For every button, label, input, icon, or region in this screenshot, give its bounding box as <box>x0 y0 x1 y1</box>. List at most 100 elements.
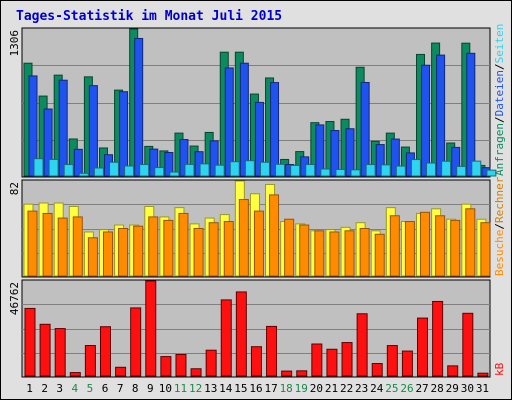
kb-bar <box>432 300 444 377</box>
kb-bar <box>190 368 202 377</box>
kb-bar <box>401 350 413 377</box>
dateien-bar <box>390 138 400 177</box>
kb-bar <box>477 372 489 377</box>
seiten-bar <box>93 167 104 177</box>
day-label: 19 <box>295 382 308 395</box>
besuche-bar <box>238 199 249 277</box>
dateien-bar <box>28 75 38 177</box>
dateien-bar <box>58 79 68 177</box>
besuche-bar <box>435 215 446 277</box>
seiten-bar <box>244 160 255 177</box>
besuche-bar <box>450 219 461 277</box>
kb-bar <box>371 363 383 377</box>
kb-bar <box>235 291 247 377</box>
seiten-bar <box>154 167 165 177</box>
besuche-bar <box>253 210 264 277</box>
day-label: 15 <box>234 382 247 395</box>
day-label: 16 <box>249 382 262 395</box>
dateien-bar <box>179 139 189 177</box>
day-label: 23 <box>355 382 368 395</box>
besuche-bar <box>420 211 431 277</box>
dateien-bar <box>270 82 280 177</box>
kb-bar <box>69 372 81 377</box>
besuche-bar <box>178 212 189 277</box>
dateien-bar <box>254 101 264 177</box>
panel-3-ymax-label: 46762 <box>8 282 21 315</box>
seiten-bar <box>350 169 361 177</box>
besuche-bar <box>72 216 83 277</box>
kb-bar <box>417 317 429 377</box>
seiten-bar <box>33 158 44 177</box>
dateien-bar <box>451 146 461 177</box>
kb-bar <box>99 326 111 377</box>
kb-bar <box>39 323 51 377</box>
kb-bar <box>281 370 293 377</box>
besuche-bar <box>57 217 68 277</box>
seiten-bar <box>78 172 89 177</box>
day-label: 30 <box>461 382 474 395</box>
dateien-bar <box>73 148 83 177</box>
legend-panel-1: Anfragen/Dateien/Seiten <box>493 24 506 176</box>
seiten-bar <box>169 171 180 177</box>
dateien-bar <box>164 151 174 177</box>
panel-2-ymax-label: 82 <box>8 182 21 195</box>
dateien-bar <box>436 54 446 177</box>
seiten-bar <box>229 161 240 177</box>
kb-bar <box>326 348 338 377</box>
besuche-bar <box>208 222 219 277</box>
seiten-bar <box>275 163 286 177</box>
kb-bar <box>311 343 323 377</box>
seiten-bar <box>471 160 482 177</box>
dateien-bar <box>421 64 431 177</box>
day-label: 25 <box>385 382 398 395</box>
kb-bar <box>205 349 217 377</box>
day-label: 3 <box>56 382 63 395</box>
seiten-bar <box>365 164 376 177</box>
besuche-bar <box>42 212 53 277</box>
besuche-bar <box>269 194 280 277</box>
seiten-bar <box>426 162 437 177</box>
day-label: 9 <box>147 382 154 395</box>
dateien-bar <box>43 108 53 177</box>
seiten-bar <box>108 161 119 177</box>
kb-bar <box>250 346 262 377</box>
besuche-bar <box>314 230 325 277</box>
kb-bar <box>175 353 187 377</box>
day-label: 2 <box>41 382 48 395</box>
besuche-bar <box>465 208 476 277</box>
seiten-bar <box>380 164 391 177</box>
besuche-bar <box>193 228 204 277</box>
seiten-bar <box>410 159 421 177</box>
day-label: 14 <box>219 382 233 395</box>
besuche-bar <box>389 215 400 277</box>
day-label: 5 <box>87 382 94 395</box>
seiten-bar <box>486 169 497 177</box>
dateien-bar <box>375 144 385 177</box>
dateien-bar <box>134 37 144 177</box>
day-label: 21 <box>325 382 338 395</box>
kb-bar <box>130 307 142 377</box>
besuche-bar <box>284 218 295 277</box>
besuche-bar <box>163 219 174 277</box>
day-label: 26 <box>400 382 413 395</box>
day-label: 31 <box>476 382 489 395</box>
dateien-bar <box>209 140 219 177</box>
seiten-bar <box>63 164 74 177</box>
legend-panel-2: Besuche/Rechner <box>493 176 506 276</box>
kb-bar <box>386 345 398 377</box>
kb-bar <box>220 299 232 377</box>
day-label: 13 <box>204 382 217 395</box>
kb-bar <box>54 328 66 377</box>
besuche-bar <box>299 224 310 277</box>
dateien-bar <box>330 130 340 177</box>
seiten-bar <box>48 158 59 177</box>
day-label: 10 <box>159 382 172 395</box>
besuche-bar <box>344 230 355 277</box>
dateien-bar <box>315 124 325 177</box>
seiten-bar <box>290 164 301 177</box>
dateien-bar <box>224 67 234 177</box>
day-label: 12 <box>189 382 202 395</box>
dateien-bar <box>88 85 98 177</box>
kb-bar <box>115 366 127 377</box>
kb-bar <box>462 312 474 377</box>
